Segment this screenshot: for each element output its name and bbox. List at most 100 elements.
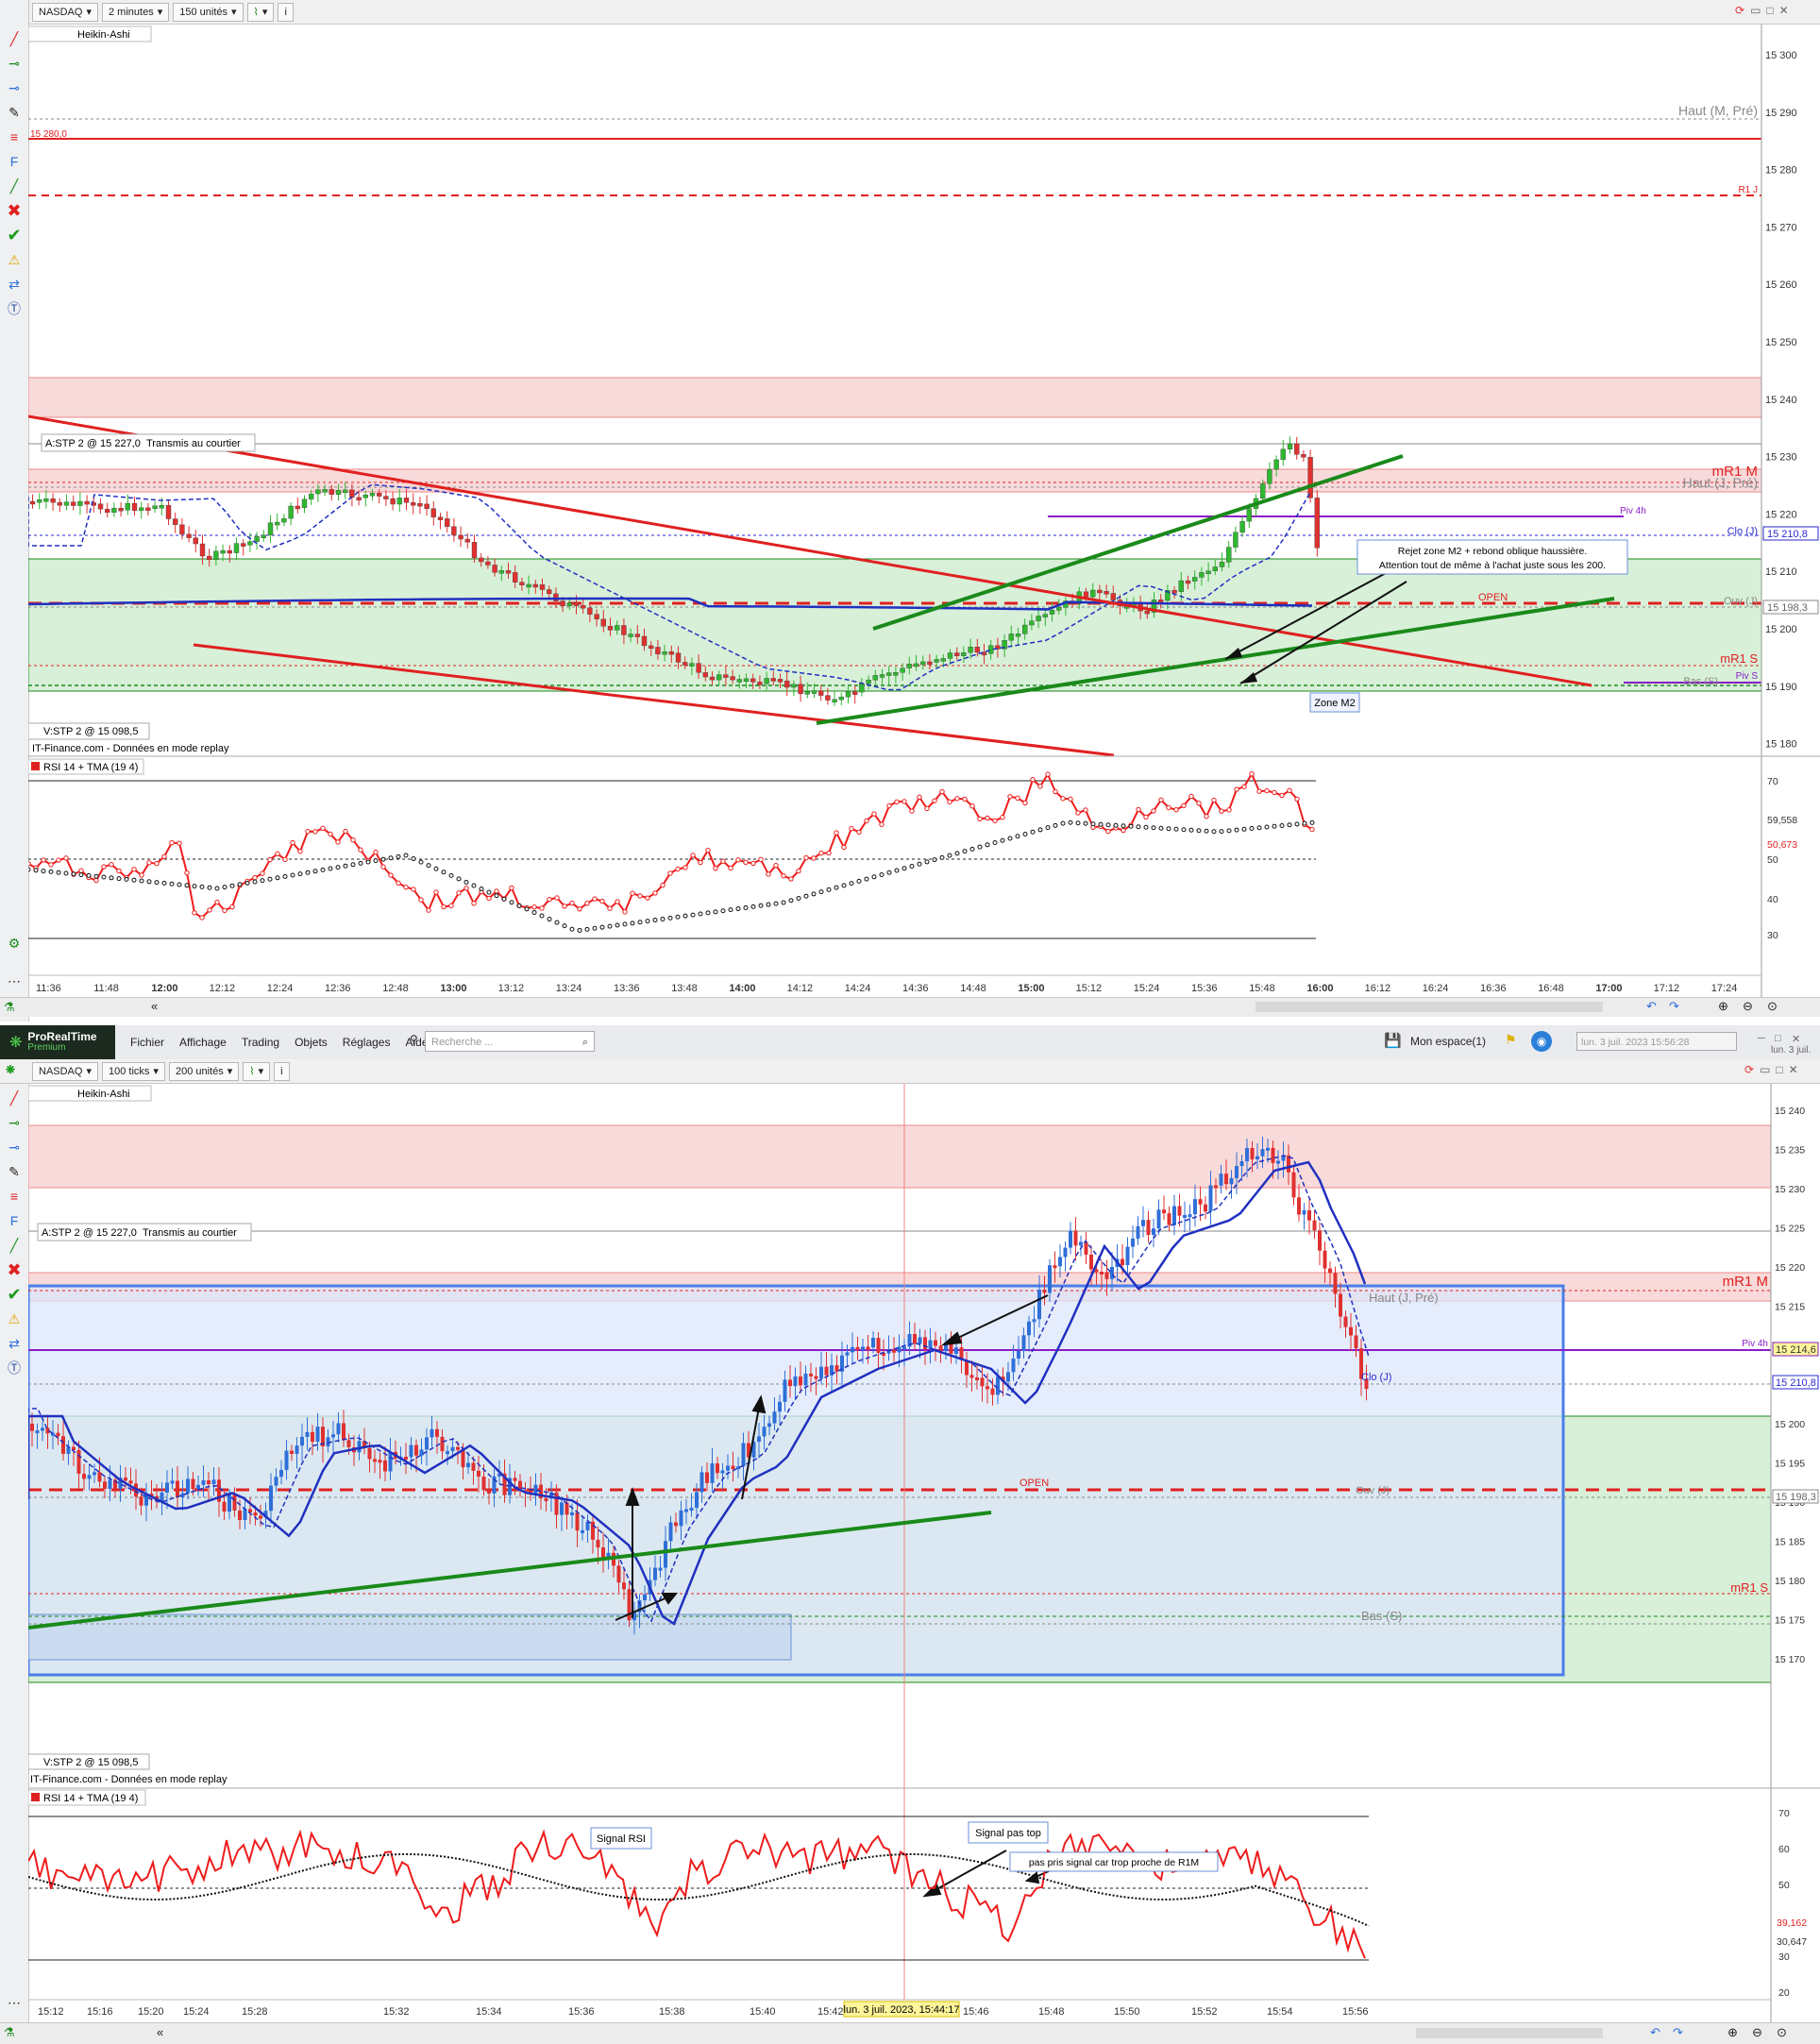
warning-icon[interactable]: ⚠ — [8, 252, 21, 267]
zone-m2-box[interactable] — [1309, 692, 1360, 713]
chart-style-button[interactable]: ⌇ ▾ — [246, 2, 275, 22]
workspace-select[interactable]: Mon espace(1) — [1410, 1035, 1487, 1048]
maximize-icon[interactable]: □ — [1775, 1033, 1781, 1044]
indicator-tab[interactable] — [28, 25, 152, 42]
chart-type-icon[interactable]: ⚗ — [4, 1000, 15, 1014]
annotation-box[interactable] — [1357, 539, 1628, 575]
tma-point — [418, 859, 424, 865]
restore-icon[interactable]: ▭ — [1760, 1063, 1771, 1076]
save-icon[interactable]: 💾 — [1384, 1033, 1402, 1049]
candle — [113, 1479, 117, 1490]
redo-icon[interactable]: ↷ — [1669, 999, 1679, 1013]
undo-icon[interactable]: ↶ — [1650, 2025, 1660, 2039]
channel-icon[interactable]: ≡ — [9, 1189, 19, 1204]
signal-not-taken-box[interactable] — [1009, 1851, 1219, 1872]
scroll-thumb[interactable] — [1255, 1002, 1603, 1012]
menu-fichier[interactable]: Fichier — [130, 1036, 165, 1049]
signal-rsi-box[interactable] — [590, 1827, 652, 1850]
top-price-axis: 15 300 15 290 15 280 15 270 15 260 15 250 15 2… — [1765, 50, 1797, 751]
scroll-thumb[interactable] — [1416, 2028, 1603, 2038]
refresh-icon[interactable]: ⟳ — [1744, 1063, 1755, 1076]
search-input[interactable]: Recherche ... ⌕ — [425, 1031, 595, 1052]
zoom-out-icon[interactable]: ⊖ — [1752, 2025, 1762, 2039]
refresh-icon[interactable]: ⟳ — [1735, 4, 1745, 17]
bookmark-icon[interactable]: ⚲ — [410, 1033, 418, 1046]
channel-icon[interactable]: ≡ — [9, 129, 19, 144]
replay-datetime[interactable]: lun. 3 juil. 2023 15:56:28 — [1576, 1032, 1737, 1051]
info-button[interactable]: i — [278, 2, 294, 22]
axis-tick-label: 15 270 — [1765, 222, 1797, 233]
redo-icon[interactable]: ↷ — [1673, 2025, 1683, 2039]
signal-not-top-box[interactable] — [968, 1821, 1049, 1844]
trend-line-icon[interactable]: ╱ — [9, 1090, 19, 1106]
symbol-select[interactable]: NASDAQ ▾ — [32, 1061, 98, 1081]
menu-affichage[interactable]: Affichage — [179, 1036, 227, 1049]
zoom-fit-icon[interactable]: ⊙ — [1767, 999, 1778, 1013]
settings-icon[interactable]: ⚙ — [8, 936, 21, 951]
text-tool-icon[interactable]: Ⓣ — [8, 301, 21, 316]
stop-tag-box[interactable] — [28, 722, 150, 740]
check-icon[interactable]: ✔ — [7, 1285, 22, 1304]
maximize-icon[interactable]: □ — [1776, 1063, 1783, 1076]
pencil-icon[interactable]: ✎ — [8, 1164, 20, 1179]
more-icon[interactable]: ⋯ — [8, 1995, 21, 2010]
fibonacci-icon[interactable]: F — [9, 154, 19, 169]
chart-style-button[interactable]: ⌇ ▾ — [243, 1061, 271, 1081]
menu-reglages[interactable]: Réglages — [342, 1036, 391, 1049]
close-icon[interactable]: ✕ — [1788, 1063, 1798, 1076]
check-icon[interactable]: ✔ — [7, 226, 22, 245]
menu-objets[interactable]: Objets — [295, 1036, 328, 1049]
undo-icon[interactable]: ↶ — [1646, 999, 1657, 1013]
delete-icon[interactable]: ✖ — [7, 1260, 22, 1279]
restore-icon[interactable]: ▭ — [1750, 4, 1761, 17]
horizontal-line-icon[interactable]: ⊸ — [8, 80, 20, 95]
arrows-icon[interactable]: ⇄ — [8, 1336, 20, 1351]
candle — [791, 684, 797, 688]
info-button[interactable]: i — [274, 1061, 290, 1081]
warning-icon[interactable]: ⚠ — [8, 1311, 21, 1326]
line-icon[interactable]: ╱ — [9, 1238, 19, 1253]
chart-type-icon[interactable]: ⚗ — [4, 2025, 15, 2039]
order-tag-box[interactable] — [41, 433, 256, 452]
top-scrollbar[interactable]: ⚗ « ↶ ↷ ⊕ ⊖ ⊙ — [0, 997, 1820, 1017]
candle — [82, 1473, 86, 1479]
sound-icon[interactable]: ◉ — [1531, 1031, 1552, 1052]
horizontal-ray-icon[interactable]: ⊸ — [8, 1115, 20, 1130]
scroll-left-icon[interactable]: « — [151, 999, 159, 1013]
candle — [288, 505, 294, 519]
menu-trading[interactable]: Trading — [241, 1036, 280, 1049]
arrows-icon[interactable]: ⇄ — [8, 277, 20, 292]
stop-tag-box[interactable] — [28, 1753, 150, 1770]
horizontal-line-icon[interactable]: ⊸ — [8, 1140, 20, 1155]
line-icon[interactable]: ╱ — [9, 178, 19, 194]
scroll-left-icon[interactable]: « — [157, 2025, 164, 2039]
delete-icon[interactable]: ✖ — [7, 201, 22, 220]
candle — [705, 1472, 709, 1483]
horizontal-ray-icon[interactable]: ⊸ — [8, 56, 20, 71]
bottom-scrollbar[interactable]: ⚗ « ↶ ↷ ⊕ ⊖ ⊙ — [0, 2022, 1820, 2044]
zoom-in-icon[interactable]: ⊕ — [1718, 999, 1728, 1013]
zoom-out-icon[interactable]: ⊖ — [1743, 999, 1753, 1013]
symbol-select[interactable]: NASDAQ ▾ — [32, 2, 98, 22]
trend-line-icon[interactable]: ╱ — [9, 31, 19, 46]
zoom-fit-icon[interactable]: ⊙ — [1777, 2025, 1787, 2039]
top-chart[interactable]: A:STP 2 @ 15 227,0 Transmis au courtier … — [28, 25, 1820, 997]
units-select[interactable]: 150 unités ▾ — [173, 2, 244, 22]
zoom-in-icon[interactable]: ⊕ — [1727, 2025, 1738, 2039]
fibonacci-icon[interactable]: F — [9, 1213, 19, 1228]
menu-aide[interactable]: Aide — [405, 1036, 429, 1049]
maximize-icon[interactable]: □ — [1766, 4, 1774, 17]
more-icon[interactable]: ⋯ — [8, 973, 21, 988]
timeframe-select[interactable]: 100 ticks ▾ — [102, 1061, 165, 1081]
order-tag-box[interactable] — [37, 1223, 252, 1242]
close-icon[interactable]: ✕ — [1778, 4, 1789, 17]
close-icon[interactable]: ✕ — [1792, 1034, 1801, 1045]
text-tool-icon[interactable]: Ⓣ — [8, 1360, 21, 1376]
minimize-icon[interactable]: ─ — [1758, 1033, 1765, 1044]
timeframe-select[interactable]: 2 minutes ▾ — [102, 2, 170, 22]
indicator-tab[interactable] — [28, 1085, 152, 1102]
flag-icon[interactable]: ⚑ — [1505, 1032, 1517, 1047]
units-select[interactable]: 200 unités ▾ — [168, 1061, 240, 1081]
bottom-chart[interactable]: Heikin-Ashi A:STP 2 @ 15 227,0 Transmis … — [28, 1084, 1820, 2022]
pencil-icon[interactable]: ✎ — [8, 105, 20, 120]
